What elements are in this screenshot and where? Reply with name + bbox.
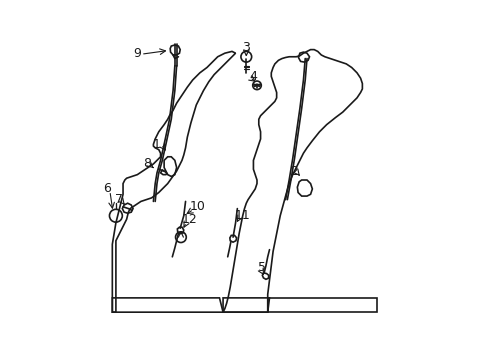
Text: 3: 3	[242, 41, 250, 54]
Text: 10: 10	[190, 200, 205, 213]
Text: 12: 12	[182, 213, 197, 226]
Text: 2: 2	[289, 165, 297, 177]
Text: 6: 6	[103, 183, 111, 195]
Text: 4: 4	[249, 70, 257, 83]
Text: 9: 9	[133, 47, 141, 60]
Text: 5: 5	[257, 261, 265, 274]
Text: 7: 7	[115, 193, 122, 206]
Text: 8: 8	[143, 157, 151, 170]
Text: 11: 11	[234, 209, 250, 222]
Text: 1: 1	[153, 138, 161, 151]
